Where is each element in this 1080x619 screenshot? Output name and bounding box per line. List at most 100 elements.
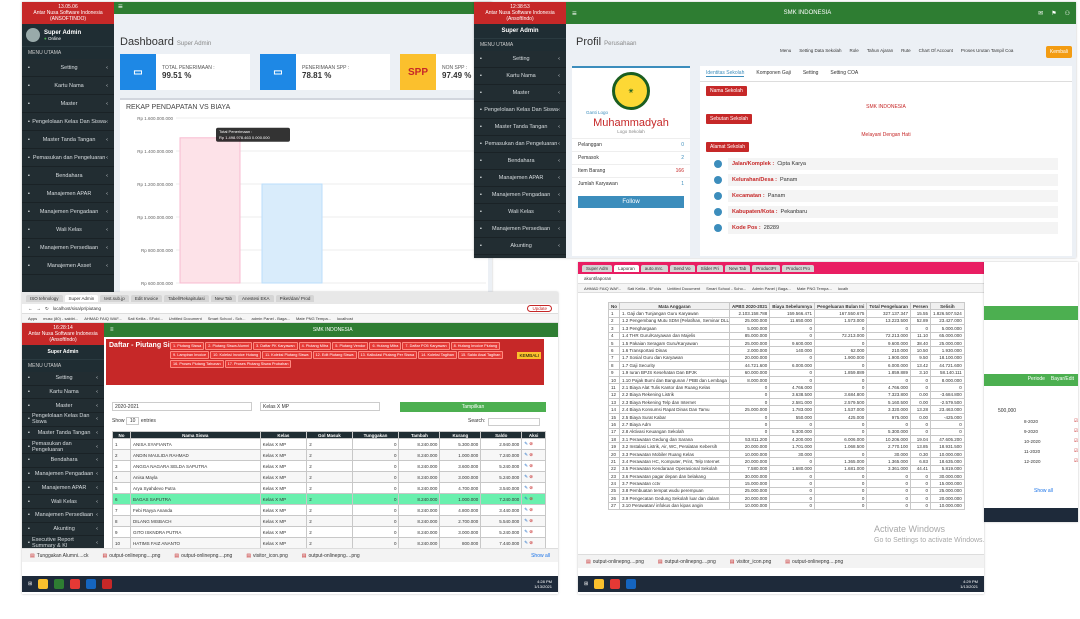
- delete-icon[interactable]: ⊗: [529, 518, 534, 524]
- menu-button-11[interactable]: 11. Koleksi Piutang Siswa: [262, 351, 312, 359]
- checkbox-icon[interactable]: ☑: [1073, 438, 1078, 443]
- menu-button-15[interactable]: 15. Saldo Awal Tagihan: [458, 351, 504, 359]
- sidebar-item-bendahara[interactable]: ▪ Bendahara ‹: [22, 454, 104, 468]
- sidebar-item-master[interactable]: ▪ Master ‹: [22, 95, 114, 113]
- edit-icon[interactable]: ✎: [524, 485, 530, 491]
- checkbox-icon[interactable]: ☑: [1073, 418, 1078, 423]
- back-button[interactable]: Kembali: [1045, 46, 1072, 58]
- class-select[interactable]: Kelas X MP: [260, 402, 380, 411]
- column-header[interactable]: Saldo: [480, 430, 523, 440]
- bookmark[interactable]: Apps: [28, 315, 38, 321]
- forward-arrow-icon[interactable]: →: [36, 306, 42, 311]
- browser-tab[interactable]: Super Admin: [64, 294, 99, 302]
- chrome-icon[interactable]: [610, 579, 621, 589]
- word-icon[interactable]: [86, 579, 97, 589]
- windows-start-icon[interactable]: ⊞: [28, 581, 33, 587]
- excel-icon[interactable]: [54, 579, 65, 589]
- column-header[interactable]: Persen: [910, 301, 932, 311]
- bookmark[interactable]: musc (80) - saktiri...: [43, 315, 79, 321]
- bookmark[interactable]: Sati Kelila - SFold...: [127, 315, 163, 321]
- back-button[interactable]: KEMBALI: [517, 352, 541, 359]
- table-row[interactable]: 4 Anisa Mayla Kelas X MP 2 0 8.240.000 3.000.0…: [112, 471, 546, 484]
- menu-button-13[interactable]: 13. Kalkulasi Piutang Per Siswa: [357, 351, 418, 359]
- download-item[interactable]: ▤ visitor_icon.png: [246, 553, 287, 559]
- sidebar-item-pemasukan-dan-pengeluaran[interactable]: ▪ Pemasukan dan Pengeluaran ‹: [22, 440, 104, 455]
- sidebar-item-master[interactable]: ▪ Master ‹: [474, 85, 566, 102]
- edit-icon[interactable]: ✎: [524, 529, 530, 535]
- sidebar-item-pemasukan-dan-pengeluaran[interactable]: ▪ Pemasukan dan Pengeluaran ‹: [22, 149, 114, 167]
- year-select[interactable]: 2020-2021: [112, 402, 252, 411]
- download-item[interactable]: ▤ output-onlinepng....png: [785, 559, 843, 565]
- update-button[interactable]: Update: [527, 305, 552, 312]
- bar-1[interactable]: [179, 137, 241, 284]
- hamburger-icon[interactable]: ≡: [118, 2, 123, 11]
- download-item[interactable]: ▤ output-onlinepng....png: [302, 553, 360, 559]
- edit-icon[interactable]: ✎: [524, 474, 530, 480]
- menu-button-17[interactable]: 17. Proses Piutang Siswa Prubahan: [224, 360, 292, 368]
- sidebar-item-akunting[interactable]: ▪ Akunting ‹: [474, 238, 566, 255]
- browser-tab[interactable]: auto.mrc.: [640, 264, 668, 272]
- sidebar-item-kartu-nama[interactable]: ▪ Kartu Nama ‹: [474, 68, 566, 85]
- download-item[interactable]: ▤ output-onlinepng....png: [174, 553, 232, 559]
- edit-icon[interactable]: ✎: [524, 518, 530, 524]
- bookmark[interactable]: localh: [837, 285, 849, 291]
- sidebar-item-manajemen-persediaan[interactable]: ▪ Manajemen Persediaan ‹: [474, 221, 566, 238]
- filezilla-icon[interactable]: [102, 579, 113, 589]
- chrome-icon[interactable]: [70, 579, 81, 589]
- url-text[interactable]: akunt/laporan: [584, 276, 612, 281]
- delete-icon[interactable]: ⊗: [529, 496, 534, 502]
- sidebar-item-manajemen-apar[interactable]: ▪ Manajemen APAR ‹: [22, 185, 114, 203]
- url-text[interactable]: localhost/sisa/pr/piutang: [52, 306, 102, 311]
- follow-button[interactable]: Follow: [578, 196, 684, 208]
- browser-tab[interactable]: Super Adm: [582, 264, 613, 272]
- sidebar-item-master-tanda-tangan[interactable]: ▪ Master Tanda Tangan ‹: [22, 426, 104, 441]
- column-header[interactable]: Aksi: [521, 430, 546, 440]
- edit-icon[interactable]: ✎: [524, 540, 530, 546]
- browser-tab[interactable]: Slider Pri: [696, 264, 723, 272]
- table-row[interactable]: 7 Febi Rayya Ananda Kelas X MP 2 0 8.240.000 4…: [112, 504, 546, 517]
- sidebar-item-master-tanda-tangan[interactable]: ▪ Master Tanda Tangan ‹: [474, 119, 566, 136]
- back-arrow-icon[interactable]: ←: [28, 306, 33, 311]
- table-row[interactable]: 2 ANDIN MAULIDA RAHMAD Kelas X MP 2 0 8.240.0…: [112, 449, 546, 462]
- bookmark[interactable]: Untitled Document: [168, 315, 202, 321]
- column-header[interactable]: No: [112, 430, 131, 440]
- browser-tab[interactable]: Tabel/Rekapitulasi: [164, 294, 209, 302]
- browser-tab[interactable]: New Tab: [724, 264, 751, 272]
- edit-icon[interactable]: ✎: [524, 463, 530, 469]
- table-row[interactable]: 5 Arya Syahdevo Putra Kelas X MP 2 0 8.240.00…: [112, 482, 546, 495]
- sidebar-item-manajemen-pengadaan[interactable]: ▪ Manajemen Pengadaan ‹: [22, 467, 104, 482]
- show-all-link[interactable]: Show all: [531, 552, 550, 559]
- bookmark[interactable]: Mate PNG Tempa...: [295, 315, 332, 321]
- sidebar-item-manajemen-apar[interactable]: ▪ Manajemen APAR ‹: [474, 170, 566, 187]
- delete-icon[interactable]: ⊗: [529, 474, 534, 480]
- column-header[interactable]: No: [608, 301, 620, 311]
- browser-tab[interactable]: Laporan: [614, 264, 639, 272]
- menu-button-5[interactable]: 5. Piutang Vendor: [332, 342, 369, 350]
- browser-tab[interactable]: Send Vo: [669, 264, 695, 272]
- settings-link-menu[interactable]: Menu: [780, 48, 792, 53]
- menu-button-8[interactable]: 8. Hutang Invoice Piutang: [450, 342, 501, 350]
- bookmark[interactable]: Untitled Document: [667, 285, 701, 291]
- sidebar-item-wali-kelas[interactable]: ▪ Wali Kelas ‹: [474, 204, 566, 221]
- menu-button-7[interactable]: 7. Daftar PO5 Karyawan: [402, 342, 450, 350]
- bookmark[interactable]: localhost: [337, 315, 353, 321]
- sidebar-item-pemasukan-dan-pengeluaran[interactable]: ▪ Pemasukan dan Pengeluaran ‹: [474, 136, 566, 153]
- menu-button-4[interactable]: 4. Piutang Mitra: [298, 342, 332, 350]
- sidebar-item-manajemen-asset[interactable]: ▪ Manajemen Asset ‹: [22, 257, 114, 275]
- tab-setting[interactable]: Setting: [802, 70, 819, 76]
- show-button[interactable]: Tampilkan: [400, 402, 546, 412]
- settings-link-role[interactable]: Role: [849, 48, 859, 53]
- browser-tab[interactable]: Piket/dan/ Prod: [275, 294, 315, 302]
- sidebar-item-master-tanda-tangan[interactable]: ▪ Master Tanda Tangan ‹: [22, 131, 114, 149]
- sidebar-item-wali-kelas[interactable]: ▪ Wali Kelas ‹: [22, 221, 114, 239]
- bar-2[interactable]: [261, 183, 323, 284]
- download-item[interactable]: ▤ output-onlinepng....png: [103, 553, 161, 559]
- delete-icon[interactable]: ⊗: [529, 463, 534, 469]
- browser-tab[interactable]: ProductPr: [752, 264, 781, 272]
- delete-icon[interactable]: ⊗: [529, 529, 534, 535]
- menu-button-1[interactable]: 1. Piutang Siswa: [170, 342, 205, 350]
- sidebar-item-wali-kelas[interactable]: ▪ Wali Kelas ‹: [22, 495, 104, 509]
- menu-button-2[interactable]: 2. Piutang Siswa Alumni: [205, 342, 253, 350]
- word-icon[interactable]: [626, 579, 637, 589]
- sidebar-item-manajemen-persediaan[interactable]: ▪ Manajemen Persediaan ‹: [22, 239, 114, 257]
